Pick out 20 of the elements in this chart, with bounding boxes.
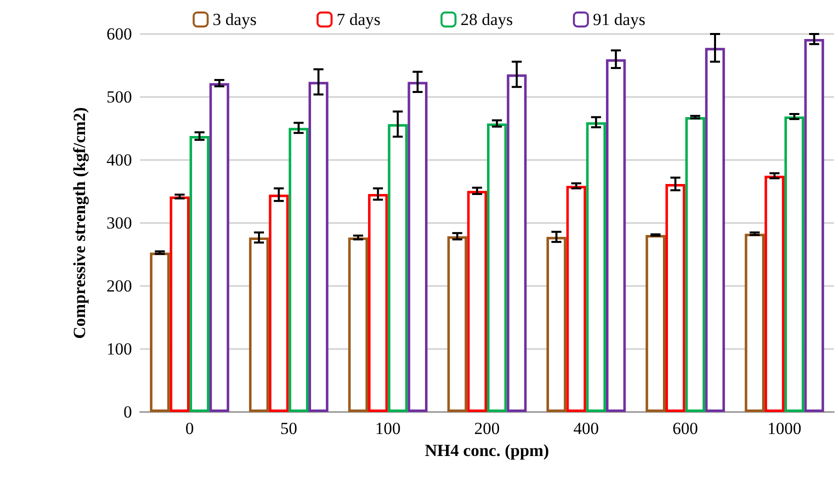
- x-tick-label: 1000: [767, 419, 802, 438]
- x-axis-title: NH4 conc. (ppm): [424, 441, 550, 460]
- legend-label: 7 days: [336, 10, 381, 29]
- x-tick-label: 600: [672, 419, 698, 438]
- legend-label: 28 days: [460, 10, 513, 29]
- x-tick-label: 0: [185, 419, 194, 438]
- x-tick-label: 400: [573, 419, 599, 438]
- x-tick-label: 50: [280, 419, 298, 438]
- x-tick-label: 200: [474, 419, 500, 438]
- y-tick-label: 200: [106, 276, 132, 296]
- legend-label: 91 days: [592, 10, 646, 29]
- legend-label: 3 days: [212, 10, 257, 29]
- y-tick-label: 400: [106, 150, 132, 170]
- y-tick-label: 100: [106, 340, 132, 358]
- y-tick-label: 500: [106, 88, 132, 106]
- y-tick-label: 300: [106, 214, 132, 232]
- y-tick-label: 0: [124, 402, 132, 422]
- y-tick-label: 600: [106, 24, 132, 44]
- y-axis-title: Compressive strength (kgf/cm2): [70, 107, 89, 339]
- x-tick-label: 100: [375, 419, 401, 438]
